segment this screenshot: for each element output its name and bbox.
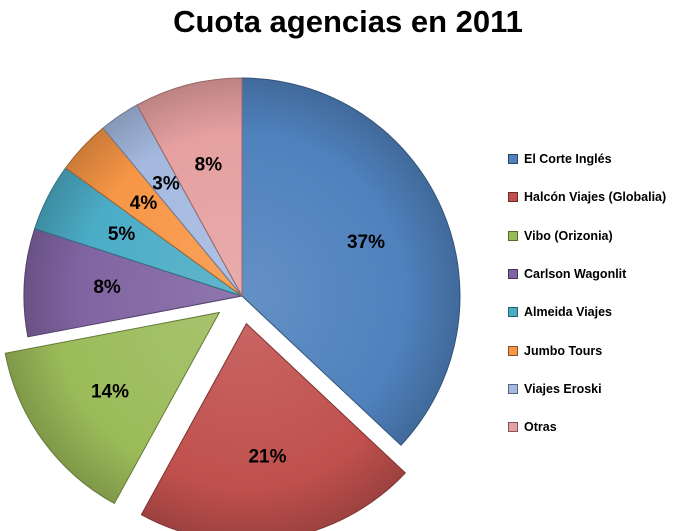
legend-item: Jumbo Tours	[508, 331, 692, 369]
legend-swatch	[508, 192, 518, 203]
legend-label: Halcón Viajes (Globalia)	[524, 190, 667, 205]
slice-label-1: 37%	[347, 232, 385, 253]
pie-slice-3	[4, 311, 221, 505]
slice-label-8: 8%	[195, 155, 223, 176]
legend-item: Otras	[508, 408, 692, 446]
slice-label-5: 5%	[108, 224, 136, 245]
legend-item: Almeida Viajes	[508, 293, 692, 331]
legend-label: Otras	[524, 420, 557, 435]
legend-label: Almeida Viajes	[524, 305, 613, 320]
legend-label: Vibo (Orizonia)	[524, 228, 613, 243]
slice-label-4: 8%	[93, 277, 121, 298]
legend-label: El Corte Inglés	[524, 152, 612, 167]
legend-label: Carlson Wagonlit	[524, 267, 627, 282]
legend-swatch	[508, 383, 518, 394]
legend-item: Halcón Viajes (Globalia)	[508, 178, 692, 216]
chart-legend: El Corte Inglés Halcón Viajes (Globalia) V…	[508, 140, 692, 446]
legend-swatch	[508, 307, 518, 318]
slice-label-7: 3%	[152, 174, 180, 195]
legend-swatch	[508, 230, 518, 241]
chart-title: Cuota agencias en 2011	[173, 4, 523, 39]
legend-label: Viajes Eroski	[524, 381, 602, 396]
legend-swatch	[508, 154, 518, 165]
slice-label-6: 4%	[130, 193, 158, 214]
legend-swatch	[508, 345, 518, 356]
legend-item: Vibo (Orizonia)	[508, 217, 692, 255]
pie-slice-2	[140, 322, 407, 531]
legend-swatch	[508, 422, 518, 433]
pie-slice-4	[23, 227, 243, 338]
slice-label-2: 21%	[248, 447, 286, 468]
pie-slice-1	[241, 77, 461, 446]
legend-item: Carlson Wagonlit	[508, 255, 692, 293]
legend-swatch	[508, 269, 518, 280]
legend-item: El Corte Inglés	[508, 140, 692, 178]
pie-slice-8	[136, 77, 243, 297]
slice-label-3: 14%	[91, 381, 129, 402]
legend-item: Viajes Eroski	[508, 370, 692, 408]
legend-label: Jumbo Tours	[524, 343, 603, 358]
